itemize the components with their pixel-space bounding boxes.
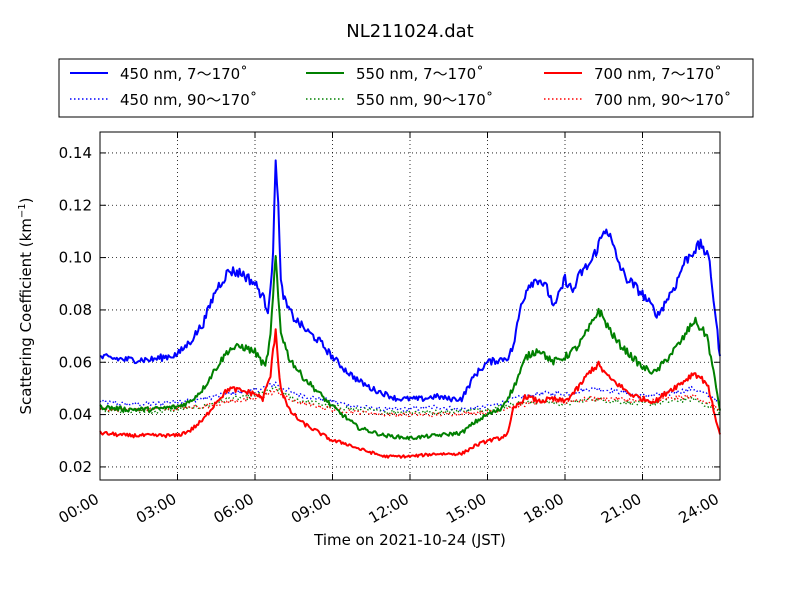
legend-label: 550 nm, 90～170˚ (356, 91, 493, 109)
series-line (99, 255, 721, 441)
legend-label: 450 nm, 90～170˚ (120, 91, 257, 109)
legend: 450 nm, 7～170˚ 450 nm, 90～170˚ 550 nm, 7～1… (58, 58, 754, 118)
legend-label: 700 nm, 90～170˚ (594, 91, 731, 109)
y-tick-label: 0.02 (59, 458, 92, 476)
series-line (99, 159, 721, 403)
x-tick-label: 06:00 (211, 490, 257, 527)
x-tick-label: 00:00 (56, 490, 102, 527)
series-line (99, 328, 721, 459)
chart-title: NL211024.dat (346, 21, 473, 42)
x-tick-label: 03:00 (133, 490, 179, 527)
legend-label: 550 nm, 7～170˚ (356, 65, 484, 83)
y-tick-label: 0.14 (59, 144, 92, 162)
y-tick-label: 0.08 (59, 301, 92, 319)
x-tick-label: 12:00 (366, 490, 412, 527)
legend-frame (58, 58, 754, 118)
series-layer (99, 159, 721, 459)
y-tick-label: 0.12 (59, 196, 92, 214)
y-tick-label: 0.06 (59, 353, 92, 371)
x-tick-label: 21:00 (598, 490, 644, 527)
y-tick-label: 0.04 (59, 406, 92, 424)
y-tick-label: 0.10 (59, 249, 92, 267)
y-axis-label: Scattering Coefficient (km−1) (17, 197, 35, 414)
legend-label: 700 nm, 7～170˚ (594, 65, 722, 83)
legend-label: 450 nm, 7～170˚ (120, 65, 248, 83)
x-tick-label: 18:00 (521, 490, 567, 527)
x-tick-label: 15:00 (443, 490, 489, 527)
series-line (99, 381, 721, 413)
series-line (99, 388, 721, 418)
x-tick-label: 24:00 (676, 490, 722, 527)
x-axis-label: Time on 2021-10-24 (JST) (313, 531, 506, 549)
x-tick-label: 09:00 (288, 490, 334, 527)
axis-ticks: 00:00 03:00 06:00 09:00 12:00 15:00 18:00 21:00… (56, 132, 722, 527)
